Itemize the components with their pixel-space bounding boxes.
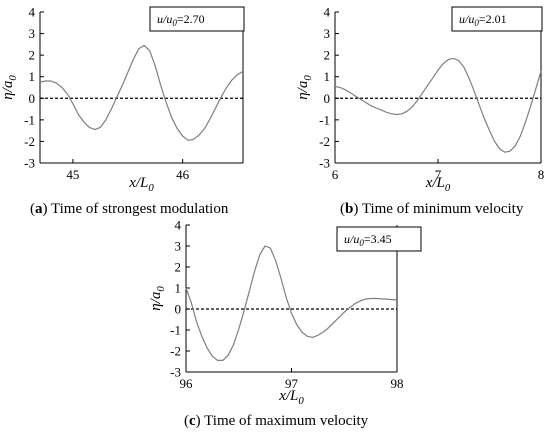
y-tick-label-a: -3 xyxy=(24,156,35,171)
x-tick-label-b: 6 xyxy=(332,167,339,182)
x-axis-label-b: x/L0 xyxy=(425,175,451,194)
y-tick-label-a: -2 xyxy=(24,134,35,149)
y-tick-label-a: 3 xyxy=(29,26,36,41)
legend-box-c xyxy=(336,226,422,252)
panel-b: -3 -2 -1 0 1 2 3 4 6 7 8 x/L0 η/a0 u/u0=2.01 (b) Time … xyxy=(295,5,544,218)
y-tick-label-c: -1 xyxy=(170,323,181,338)
y-tick-label-c: 4 xyxy=(175,218,182,233)
y-tick-label-b: 0 xyxy=(324,91,331,106)
y-tick-label-c: 1 xyxy=(175,281,182,296)
y-tick-label-a: -1 xyxy=(24,112,35,127)
x-tick-label-b: 8 xyxy=(538,167,545,182)
y-tick-label-c: 3 xyxy=(175,239,182,254)
y-tick-label-c: -2 xyxy=(170,344,181,359)
y-tick-label-b: -1 xyxy=(319,112,330,127)
x-axis-label-c: x/L0 xyxy=(278,388,304,407)
x-tick-label-c: 98 xyxy=(391,376,404,391)
series-line-b xyxy=(334,57,542,153)
y-tick-label-a: 4 xyxy=(29,5,36,20)
panel-c: -3 -2 -1 0 1 2 3 4 96 97 98 x/L0 η/a0 u/u0=3.45 (c) Ti… xyxy=(148,218,422,429)
y-tick-label-c: -3 xyxy=(170,365,181,380)
y-axis-label-b: η/a0 xyxy=(295,75,314,100)
y-tick-label-b: 2 xyxy=(324,48,331,63)
panel-a: -3 -2 -1 0 1 2 3 4 45 46 x/L0 η/a0 u/u0=2.70 (a) Time… xyxy=(0,5,245,217)
legend-text-c: u/u0=3.45 xyxy=(344,232,392,248)
y-tick-label-c: 0 xyxy=(175,302,182,317)
x-tick-label-a: 46 xyxy=(176,167,190,182)
series-line-c xyxy=(185,245,398,361)
legend-box-b xyxy=(451,6,543,32)
x-tick-label-a: 45 xyxy=(66,167,79,182)
x-tick-label-c: 96 xyxy=(180,376,194,391)
legend-text-a: u/u0=2.70 xyxy=(157,12,205,28)
x-tick-label-c: 97 xyxy=(285,376,299,391)
x-tick-label-b: 7 xyxy=(435,167,442,182)
y-axis-label-a: η/a0 xyxy=(0,75,19,100)
y-tick-label-a: 1 xyxy=(29,69,36,84)
y-tick-label-b: -2 xyxy=(319,134,330,149)
y-tick-label-b: 3 xyxy=(324,26,331,41)
y-axis-label-c: η/a0 xyxy=(148,286,167,311)
caption-a: (a) Time of strongest modulation xyxy=(30,201,229,217)
caption-b: (b) Time of minimum velocity xyxy=(340,201,524,217)
series-line-a xyxy=(39,44,244,141)
legend-text-b: u/u0=2.01 xyxy=(459,12,507,28)
legend-box-a xyxy=(149,6,245,32)
y-tick-label-a: 2 xyxy=(29,48,36,63)
y-tick-label-a: 0 xyxy=(29,91,36,106)
y-tick-label-c: 2 xyxy=(175,260,182,275)
x-axis-label-a: x/L0 xyxy=(128,175,154,194)
caption-c: (c) Time of maximum velocity xyxy=(184,413,369,429)
y-tick-label-b: 1 xyxy=(324,69,331,84)
y-tick-label-b: -3 xyxy=(319,156,330,171)
y-tick-label-b: 4 xyxy=(324,5,331,20)
